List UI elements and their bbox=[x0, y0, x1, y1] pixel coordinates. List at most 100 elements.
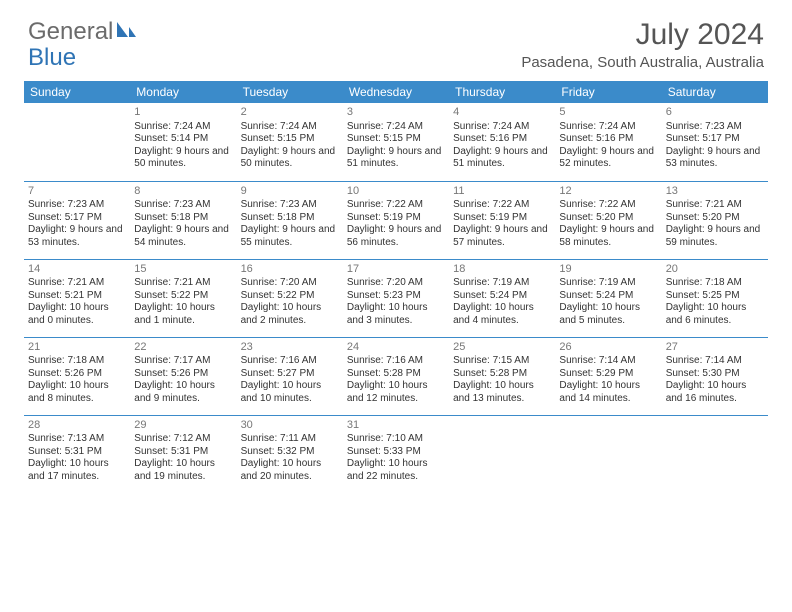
weekday-header: Thursday bbox=[449, 81, 555, 103]
daylight-line: Daylight: 10 hours and 4 minutes. bbox=[453, 302, 551, 327]
daylight-line: Daylight: 9 hours and 52 minutes. bbox=[559, 146, 657, 171]
sunset-line: Sunset: 5:22 PM bbox=[241, 290, 339, 303]
calendar-week-row: 21Sunrise: 7:18 AMSunset: 5:26 PMDayligh… bbox=[24, 337, 768, 415]
calendar-day-cell: 29Sunrise: 7:12 AMSunset: 5:31 PMDayligh… bbox=[130, 415, 236, 493]
daylight-line: Daylight: 10 hours and 19 minutes. bbox=[134, 458, 232, 483]
day-number: 22 bbox=[134, 341, 232, 355]
sunset-line: Sunset: 5:15 PM bbox=[241, 133, 339, 146]
sunrise-line: Sunrise: 7:19 AM bbox=[453, 277, 551, 290]
calendar-day-cell: 17Sunrise: 7:20 AMSunset: 5:23 PMDayligh… bbox=[343, 259, 449, 337]
sunset-line: Sunset: 5:18 PM bbox=[134, 212, 232, 225]
day-number: 29 bbox=[134, 419, 232, 433]
daylight-line: Daylight: 9 hours and 57 minutes. bbox=[453, 224, 551, 249]
calendar-day-cell: 15Sunrise: 7:21 AMSunset: 5:22 PMDayligh… bbox=[130, 259, 236, 337]
calendar-head: Sunday Monday Tuesday Wednesday Thursday… bbox=[24, 81, 768, 103]
day-number: 31 bbox=[347, 419, 445, 433]
sunset-line: Sunset: 5:18 PM bbox=[241, 212, 339, 225]
sunrise-line: Sunrise: 7:20 AM bbox=[347, 277, 445, 290]
calendar-day-cell: 5Sunrise: 7:24 AMSunset: 5:16 PMDaylight… bbox=[555, 103, 661, 181]
sunset-line: Sunset: 5:16 PM bbox=[453, 133, 551, 146]
weekday-header: Saturday bbox=[662, 81, 768, 103]
day-number: 1 bbox=[134, 106, 232, 120]
sunrise-line: Sunrise: 7:23 AM bbox=[28, 199, 126, 212]
day-number: 5 bbox=[559, 106, 657, 120]
daylight-line: Daylight: 10 hours and 22 minutes. bbox=[347, 458, 445, 483]
sunset-line: Sunset: 5:27 PM bbox=[241, 368, 339, 381]
calendar-day-cell: 4Sunrise: 7:24 AMSunset: 5:16 PMDaylight… bbox=[449, 103, 555, 181]
calendar-day-cell: 2Sunrise: 7:24 AMSunset: 5:15 PMDaylight… bbox=[237, 103, 343, 181]
daylight-line: Daylight: 10 hours and 17 minutes. bbox=[28, 458, 126, 483]
calendar-week-row: 14Sunrise: 7:21 AMSunset: 5:21 PMDayligh… bbox=[24, 259, 768, 337]
daylight-line: Daylight: 10 hours and 16 minutes. bbox=[666, 380, 764, 405]
calendar-day-cell: 14Sunrise: 7:21 AMSunset: 5:21 PMDayligh… bbox=[24, 259, 130, 337]
calendar-week-row: 1 Sunrise: 7:24 AM Sunset: 5:14 PM Daylight… bbox=[24, 103, 768, 181]
daylight-line: Daylight: 10 hours and 8 minutes. bbox=[28, 380, 126, 405]
sunset-line: Sunset: 5:31 PM bbox=[28, 446, 126, 459]
day-number: 4 bbox=[453, 106, 551, 120]
calendar-day-cell: 8Sunrise: 7:23 AMSunset: 5:18 PMDaylight… bbox=[130, 181, 236, 259]
day-number: 23 bbox=[241, 341, 339, 355]
calendar-table: Sunday Monday Tuesday Wednesday Thursday… bbox=[24, 81, 768, 493]
sunrise-line: Sunrise: 7:24 AM bbox=[559, 121, 657, 134]
sunset-line: Sunset: 5:31 PM bbox=[134, 446, 232, 459]
weekday-header: Friday bbox=[555, 81, 661, 103]
sunrise-line: Sunrise: 7:24 AM bbox=[241, 121, 339, 134]
sunrise-line: Sunrise: 7:21 AM bbox=[666, 199, 764, 212]
daylight-line: Daylight: 10 hours and 6 minutes. bbox=[666, 302, 764, 327]
sail-icon bbox=[115, 18, 137, 46]
day-number: 27 bbox=[666, 341, 764, 355]
daylight-line: Daylight: 9 hours and 56 minutes. bbox=[347, 224, 445, 249]
day-number: 7 bbox=[28, 185, 126, 199]
sunset-line: Sunset: 5:17 PM bbox=[28, 212, 126, 225]
sunrise-line: Sunrise: 7:22 AM bbox=[453, 199, 551, 212]
sunrise-line: Sunrise: 7:22 AM bbox=[559, 199, 657, 212]
day-number: 10 bbox=[347, 185, 445, 199]
sunrise-line: Sunrise: 7:18 AM bbox=[666, 277, 764, 290]
calendar-day-cell: 20Sunrise: 7:18 AMSunset: 5:25 PMDayligh… bbox=[662, 259, 768, 337]
day-number: 30 bbox=[241, 419, 339, 433]
calendar-day-cell: 21Sunrise: 7:18 AMSunset: 5:26 PMDayligh… bbox=[24, 337, 130, 415]
calendar-day-cell: 12Sunrise: 7:22 AMSunset: 5:20 PMDayligh… bbox=[555, 181, 661, 259]
sunrise-line: Sunrise: 7:18 AM bbox=[28, 355, 126, 368]
sunrise-line: Sunrise: 7:14 AM bbox=[559, 355, 657, 368]
calendar-day-cell: 16Sunrise: 7:20 AMSunset: 5:22 PMDayligh… bbox=[237, 259, 343, 337]
daylight-line: Daylight: 9 hours and 50 minutes. bbox=[241, 146, 339, 171]
sunset-line: Sunset: 5:15 PM bbox=[347, 133, 445, 146]
day-number: 6 bbox=[666, 106, 764, 120]
daylight-line: Daylight: 10 hours and 3 minutes. bbox=[347, 302, 445, 327]
sunset-line: Sunset: 5:24 PM bbox=[559, 290, 657, 303]
month-title: July 2024 bbox=[521, 18, 764, 52]
day-number: 18 bbox=[453, 263, 551, 277]
sunset-line: Sunset: 5:20 PM bbox=[666, 212, 764, 225]
daylight-line: Daylight: 10 hours and 10 minutes. bbox=[241, 380, 339, 405]
sunset-line: Sunset: 5:14 PM bbox=[134, 133, 232, 146]
title-block: July 2024 Pasadena, South Australia, Aus… bbox=[521, 18, 764, 71]
calendar-day-cell: 28Sunrise: 7:13 AMSunset: 5:31 PMDayligh… bbox=[24, 415, 130, 493]
sunset-line: Sunset: 5:26 PM bbox=[134, 368, 232, 381]
sunset-line: Sunset: 5:28 PM bbox=[453, 368, 551, 381]
calendar-day-cell bbox=[662, 415, 768, 493]
calendar-day-cell: 9Sunrise: 7:23 AMSunset: 5:18 PMDaylight… bbox=[237, 181, 343, 259]
weekday-header: Tuesday bbox=[237, 81, 343, 103]
sunset-line: Sunset: 5:22 PM bbox=[134, 290, 232, 303]
sunset-line: Sunset: 5:24 PM bbox=[453, 290, 551, 303]
calendar-body: 1 Sunrise: 7:24 AM Sunset: 5:14 PM Daylight… bbox=[24, 103, 768, 493]
brand-word-2: Blue bbox=[28, 44, 76, 72]
calendar-day-cell: 11Sunrise: 7:22 AMSunset: 5:19 PMDayligh… bbox=[449, 181, 555, 259]
daylight-line: Daylight: 10 hours and 1 minute. bbox=[134, 302, 232, 327]
calendar-day-cell: 27Sunrise: 7:14 AMSunset: 5:30 PMDayligh… bbox=[662, 337, 768, 415]
sunrise-line: Sunrise: 7:19 AM bbox=[559, 277, 657, 290]
calendar-day-cell: 26Sunrise: 7:14 AMSunset: 5:29 PMDayligh… bbox=[555, 337, 661, 415]
daylight-line: Daylight: 9 hours and 55 minutes. bbox=[241, 224, 339, 249]
location-subtitle: Pasadena, South Australia, Australia bbox=[521, 54, 764, 71]
calendar-day-cell: 25Sunrise: 7:15 AMSunset: 5:28 PMDayligh… bbox=[449, 337, 555, 415]
sunrise-line: Sunrise: 7:23 AM bbox=[666, 121, 764, 134]
sunset-line: Sunset: 5:17 PM bbox=[666, 133, 764, 146]
calendar-day-cell: 22Sunrise: 7:17 AMSunset: 5:26 PMDayligh… bbox=[130, 337, 236, 415]
sunrise-line: Sunrise: 7:17 AM bbox=[134, 355, 232, 368]
daylight-line: Daylight: 9 hours and 51 minutes. bbox=[453, 146, 551, 171]
day-number: 24 bbox=[347, 341, 445, 355]
calendar-week-row: 28Sunrise: 7:13 AMSunset: 5:31 PMDayligh… bbox=[24, 415, 768, 493]
daylight-line: Daylight: 10 hours and 13 minutes. bbox=[453, 380, 551, 405]
sunrise-line: Sunrise: 7:22 AM bbox=[347, 199, 445, 212]
